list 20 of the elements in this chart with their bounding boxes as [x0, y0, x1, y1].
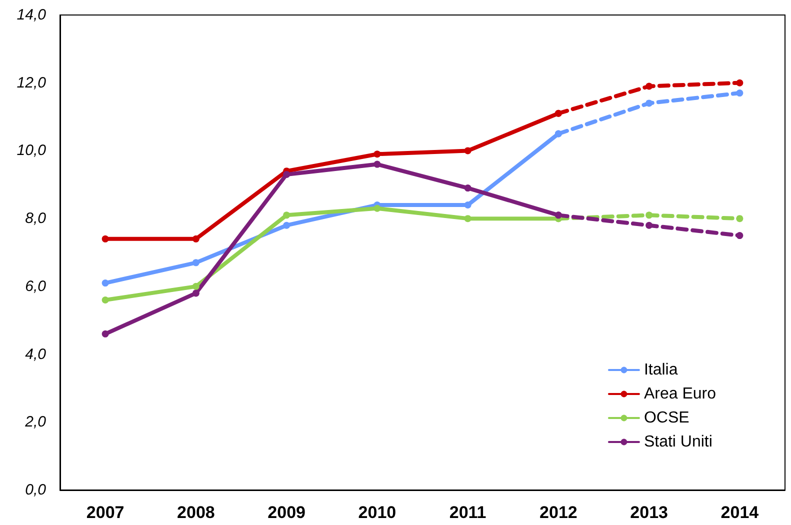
x-tick-label: 2012 — [540, 503, 578, 522]
y-tick-label: 6,0 — [25, 278, 47, 295]
legend-label: Italia — [644, 362, 678, 378]
legend-label: OCSE — [644, 410, 690, 426]
x-tick-label: 2014 — [720, 503, 760, 522]
x-tick-label: 2013 — [630, 503, 668, 522]
x-tick-label: 2009 — [268, 503, 306, 522]
x-tick-label: 2010 — [358, 503, 396, 522]
y-tick-label: 2,0 — [24, 414, 47, 431]
legend-label: Area Euro — [644, 386, 716, 402]
y-tick-label: 14,0 — [16, 6, 47, 24]
y-tick-label: 12,0 — [16, 74, 47, 92]
x-tick-label: 2008 — [177, 503, 215, 522]
y-tick-label: 4,0 — [25, 346, 47, 363]
y-tick-label: 10,0 — [16, 142, 47, 160]
y-tick-label: 8,0 — [25, 210, 47, 228]
x-tick-label: 2007 — [86, 503, 124, 522]
x-tick-label: 2011 — [449, 503, 486, 522]
y-tick-label: 0,0 — [25, 482, 47, 498]
legend-label: Stati Uniti — [644, 434, 712, 450]
